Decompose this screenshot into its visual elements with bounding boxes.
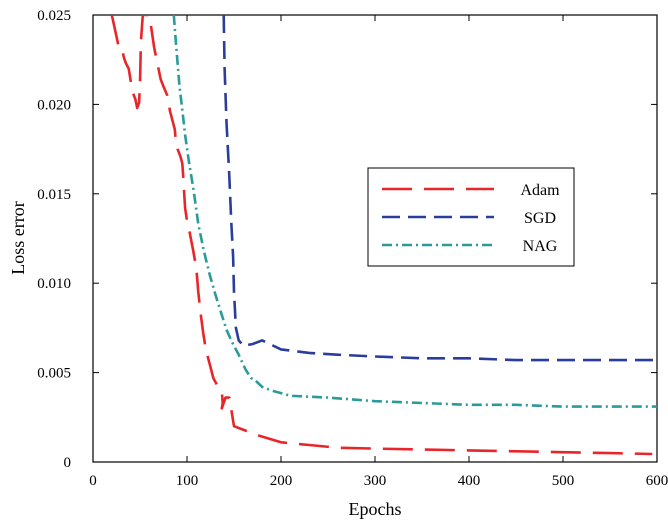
legend-label-nag: NAG bbox=[523, 238, 558, 255]
x-tick-label: 500 bbox=[552, 473, 575, 489]
y-tick-label: 0.010 bbox=[37, 276, 71, 292]
legend-label-adam: Adam bbox=[520, 182, 560, 199]
legend-label-sgd: SGD bbox=[524, 210, 556, 227]
series-layer bbox=[110, 15, 657, 456]
series-line-sgd bbox=[222, 15, 657, 362]
x-axis-label: Epochs bbox=[349, 499, 402, 519]
y-tick-label: 0.025 bbox=[37, 8, 71, 24]
y-tick-label: 0 bbox=[64, 455, 72, 471]
y-tick-label: 0.005 bbox=[37, 366, 71, 382]
x-tick-label: 300 bbox=[364, 473, 387, 489]
x-tick-label: 400 bbox=[458, 473, 481, 489]
y-tick-label: 0.020 bbox=[37, 97, 71, 113]
y-tick-label: 0.015 bbox=[37, 187, 71, 203]
x-tick-label: 200 bbox=[270, 473, 293, 489]
series-line-adam bbox=[110, 15, 653, 456]
series-line-nag bbox=[172, 15, 657, 408]
x-tick-label: 0 bbox=[89, 473, 97, 489]
x-tick-label: 600 bbox=[646, 473, 668, 489]
legend: Adam SGD NAG bbox=[367, 167, 575, 267]
axis-ticks: 0 100 200 300 400 500 600 0 0.005 0.010 0.015 0.020… bbox=[37, 8, 668, 489]
y-axis-label: Loss error bbox=[8, 201, 28, 274]
x-tick-label: 100 bbox=[176, 473, 199, 489]
